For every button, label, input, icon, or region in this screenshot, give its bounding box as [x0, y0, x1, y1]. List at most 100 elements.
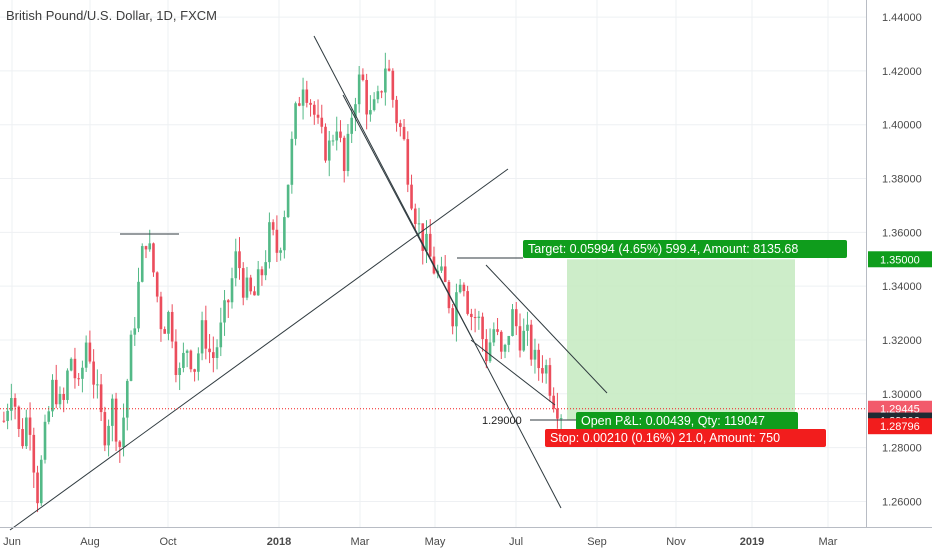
candle-body — [197, 353, 200, 372]
x-tick-label: Aug — [80, 536, 100, 548]
candle-body — [309, 102, 312, 105]
candle-body — [103, 412, 107, 446]
candle-body — [451, 308, 454, 327]
candle-body — [260, 269, 264, 276]
x-tick-label: 2018 — [267, 536, 291, 548]
candle-body — [212, 352, 215, 358]
candle-body — [66, 370, 69, 400]
chart-title: British Pound/U.S. Dollar, 1D, FXCM — [6, 8, 217, 23]
candle-body — [174, 341, 178, 376]
x-tick-label: 2019 — [740, 536, 764, 548]
candle-body — [226, 300, 230, 303]
wedge-lower-line — [470, 339, 556, 406]
candle-body — [488, 342, 492, 362]
candle-body — [13, 398, 17, 407]
candle-body — [425, 233, 428, 251]
candle-body — [507, 335, 511, 345]
candle-body — [54, 379, 58, 405]
candle-body — [17, 406, 21, 429]
y-tick-label: 1.26000 — [882, 496, 922, 508]
candle-body — [369, 110, 372, 115]
candle-body — [21, 428, 24, 447]
x-tick-label: Nov — [666, 536, 686, 548]
y-tick-label: 1.34000 — [882, 281, 922, 293]
candle-body — [458, 284, 462, 293]
candle-body — [114, 398, 118, 442]
candle-body — [537, 349, 540, 369]
y-tick-label: 1.44000 — [882, 12, 922, 24]
candle-body — [163, 329, 166, 334]
candle-body — [122, 417, 125, 447]
candle-body — [443, 266, 447, 282]
candle-body — [335, 131, 339, 141]
candle-body — [339, 131, 342, 138]
x-tick-label: May — [425, 536, 446, 548]
candle-body — [556, 408, 559, 419]
candle-body — [522, 330, 526, 351]
candle-body — [503, 344, 507, 352]
candle-body — [256, 269, 260, 296]
candle-body — [350, 117, 353, 134]
candle-body — [69, 358, 73, 371]
candle-body — [118, 441, 122, 447]
candle-body — [144, 246, 148, 250]
candle-body — [357, 74, 361, 105]
candle-body — [73, 358, 77, 379]
candle-body — [421, 223, 425, 251]
candle-body — [264, 262, 267, 276]
candle-body — [346, 133, 350, 172]
candle-body — [107, 425, 110, 446]
stop-price-badge-text: 1.28796 — [880, 421, 920, 433]
candle-body — [32, 434, 36, 473]
target-zone — [567, 259, 795, 421]
stop-price-badge — [868, 418, 932, 435]
profit-zone — [567, 259, 795, 421]
y-tick-label: 1.42000 — [882, 66, 922, 78]
x-tick-label: Mar — [819, 536, 838, 548]
open-pnl-label-text: Open P&L: 0.00439, Qty: 119047 — [581, 414, 765, 428]
candle-body — [428, 233, 432, 257]
candle-body — [245, 277, 249, 298]
candle-body — [200, 320, 204, 354]
candle-body — [312, 104, 316, 115]
candle-body — [137, 281, 140, 329]
candle-body — [167, 311, 170, 334]
candle-body — [298, 103, 301, 106]
candle-body — [219, 322, 223, 348]
trade-annotations: Target: 0.05994 (4.65%) 599.4, Amount: 8… — [0, 240, 932, 447]
x-tick-label: Mar — [351, 536, 370, 548]
downtrend-outer-line — [313, 35, 562, 509]
candle-body — [223, 300, 226, 323]
candle-body — [481, 316, 484, 340]
candle-body — [208, 348, 211, 353]
candle-body — [241, 268, 245, 298]
candle-body — [361, 74, 365, 80]
candle-body — [376, 91, 380, 100]
candle-body — [477, 316, 481, 318]
candle-body — [47, 411, 51, 422]
candle-body — [342, 137, 346, 172]
candle-body — [283, 217, 286, 251]
candle-body — [279, 250, 282, 253]
candle-body — [324, 126, 327, 161]
candle-body — [84, 342, 88, 368]
candle-body — [111, 398, 114, 426]
candle-body — [129, 334, 133, 381]
y-tick-label: 1.30000 — [882, 389, 922, 401]
candle-body — [81, 367, 84, 379]
y-tick-label: 1.38000 — [882, 174, 922, 186]
candle-body — [365, 79, 368, 115]
candle-body — [193, 369, 196, 372]
candle-body — [230, 278, 234, 303]
stop-label-box — [545, 429, 826, 447]
candle-body — [88, 342, 92, 362]
candle-body — [496, 329, 499, 332]
candle-body — [43, 421, 47, 460]
candle-body — [58, 394, 62, 405]
candle-body — [466, 291, 469, 314]
candle-body — [559, 418, 563, 420]
candle-body — [492, 329, 496, 343]
candle-body — [275, 229, 279, 253]
